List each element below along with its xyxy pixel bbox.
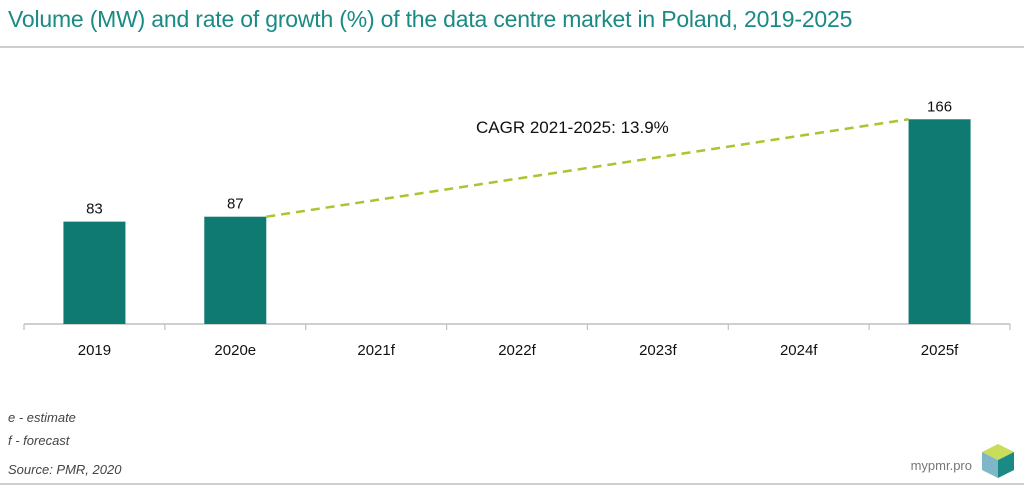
cagr-trend-line <box>266 118 909 218</box>
footer-divider <box>0 483 1024 485</box>
bar-2019 <box>63 221 126 324</box>
note-estimate: e - estimate <box>8 410 76 425</box>
x-tick-label-2022f: 2022f <box>498 342 536 359</box>
data-label-2020e: 87 <box>227 196 244 213</box>
bar-2025f <box>908 119 971 325</box>
x-tick-label-2023f: 2023f <box>639 342 677 359</box>
x-tick-label-2020e: 2020e <box>214 342 256 359</box>
bar-chart: 83 2019 87 2020e 2021f 2022f 2023f 2024f 166 2025… <box>23 98 1011 359</box>
cube-logo-icon <box>982 444 1014 478</box>
x-tick-label-2024f: 2024f <box>780 342 818 359</box>
cagr-annotation: CAGR 2021-2025: 13.9% <box>476 118 669 137</box>
bar-2020e <box>204 216 267 324</box>
title-divider <box>0 46 1024 48</box>
source-note: Source: PMR, 2020 <box>8 462 122 477</box>
note-forecast: f - forecast <box>8 433 70 448</box>
brand-label: mypmr.pro <box>910 458 972 473</box>
data-label-2025f: 166 <box>927 98 952 115</box>
x-tick-label-2021f: 2021f <box>357 342 395 359</box>
data-label-2019: 83 <box>86 201 103 218</box>
x-tick-label-2025f: 2025f <box>921 342 959 359</box>
x-tick-label-2019: 2019 <box>78 342 111 359</box>
chart-title: Volume (MW) and rate of growth (%) of th… <box>8 6 853 32</box>
